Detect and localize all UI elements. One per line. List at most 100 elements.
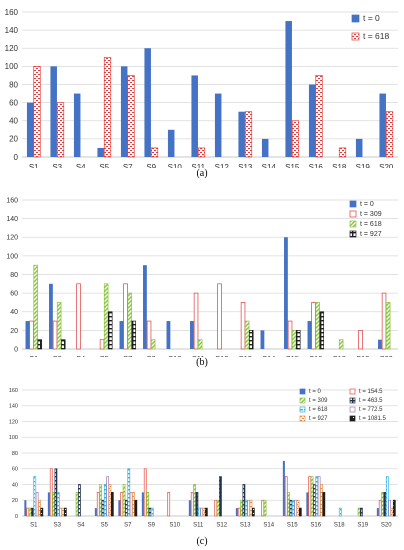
bar-s16-series-0 (308, 84, 316, 157)
bar-chart-a: 0 20 40 60 80 100 120 140 160 S1 S3 S4 S5 S7 S9 S10 S11 S… (5, 8, 398, 168)
bar-s1-series-1 (33, 66, 41, 158)
bar-s13-series-6 (249, 499, 253, 517)
y-tick-label: 20 (10, 328, 18, 335)
bar-s10-series-0 (166, 321, 171, 349)
legend-label: t = 0 (363, 13, 380, 23)
bar-s18-series-4 (338, 507, 342, 517)
bar-s5-series-7 (110, 492, 114, 517)
legend-swatch (299, 397, 306, 404)
bar-s1-series-2 (33, 264, 38, 350)
bar-s13-series-3 (249, 330, 254, 350)
y-tick-label: 40 (12, 482, 18, 488)
x-tick-label: S1 (29, 163, 39, 168)
bar-s14-series-2 (263, 499, 267, 517)
bar-s12-series-2 (216, 499, 220, 517)
bar-s20-series-7 (392, 499, 396, 517)
bar-s1-series-0 (26, 102, 34, 157)
legend-swatch (299, 415, 306, 422)
legend-swatch (299, 388, 306, 395)
bar-s3-series-7 (63, 507, 67, 517)
bar-s3-series-4 (56, 492, 60, 517)
bar-s16-series-2 (315, 302, 320, 350)
chart-panel-a: 0 20 40 60 80 100 120 140 160 S1 S3 S4 S5 S7 S9 S10 S11 S… (0, 0, 404, 184)
bar-s15-series-4 (291, 499, 295, 517)
bar-s7-series-2 (127, 292, 132, 350)
caption-a: (a) (196, 168, 208, 179)
x-tick-label: S5 (99, 163, 109, 168)
legend-label: t = 154.5 (359, 389, 383, 395)
bar-s1-series-2 (28, 507, 32, 517)
bar-s5-series-0 (94, 508, 97, 516)
bar-s15-series-6 (296, 499, 300, 517)
x-tick-label: S20 (379, 163, 394, 168)
legend-label: t = 309 (360, 211, 382, 218)
bar-s13-series-0 (238, 111, 245, 157)
bar-s11-series-7 (204, 507, 208, 517)
legend-label: t = 927 (309, 416, 328, 422)
bar-s7-series-1 (120, 492, 124, 517)
bar-s16-series-1 (311, 302, 316, 350)
bar-s7-series-6 (132, 492, 135, 517)
bar-s5-series-2 (99, 484, 102, 517)
y-tick-label: 0 (14, 346, 18, 353)
bar-s9-series-1 (150, 147, 159, 158)
x-tick-label: S5 (101, 523, 109, 529)
legend-label: t = 1081.5 (359, 416, 387, 422)
y-tick-label: 80 (9, 80, 18, 89)
bar-s16-series-7 (322, 492, 326, 517)
legend-label: t = 618 (309, 407, 328, 413)
bar-s4-series-3 (78, 484, 81, 517)
bar-s5-series-4 (103, 484, 107, 517)
y-tick-label: 100 (6, 253, 18, 260)
bar-s1-series-0 (24, 500, 27, 516)
y-tick-label: 160 (9, 388, 18, 394)
bar-s20-series-0 (376, 508, 379, 516)
bar-s20-series-1 (381, 292, 387, 350)
y-tick-label: 140 (5, 26, 19, 35)
bar-s18-series-1 (338, 147, 347, 158)
bar-s5-series-3 (108, 311, 113, 350)
y-tick-label: 40 (10, 309, 18, 316)
x-tick-label: S20 (381, 523, 392, 529)
x-tick-label: S4 (76, 354, 85, 357)
bar-s13-series-0 (235, 508, 238, 516)
chart-panel-c: 0 20 40 60 80 100 120 140 160 S1 S3 S4 S5 S7 S9 S10 S11 S… (0, 380, 404, 550)
bar-s3-series-5 (59, 507, 62, 517)
bar-chart-b: 0 20 40 60 80 100 120 140 160 S1 S3 S4 S5 S7 S9 S10 S11 S… (6, 197, 398, 357)
bar-s16-series-1 (315, 75, 323, 158)
bar-s1-series-7 (40, 507, 44, 517)
bar-s16-series-6 (320, 484, 323, 517)
bar-s7-series-1 (127, 75, 135, 158)
y-tick-label: 160 (6, 197, 18, 204)
x-tick-label: S18 (332, 163, 347, 168)
x-tick-label: S19 (356, 354, 369, 357)
x-tick-label: S7 (123, 354, 132, 357)
bar-s9-series-1 (146, 320, 152, 350)
bar-s14-series-0 (261, 138, 269, 157)
bar-s11-series-2 (197, 339, 203, 350)
x-tick-label: S9 (148, 523, 156, 529)
bar-s11-series-4 (197, 507, 201, 517)
bar-s11-series-0 (190, 321, 194, 349)
bar-s5-series-2 (103, 283, 109, 350)
bar-s20-series-6 (390, 507, 394, 517)
x-tick-label: S4 (76, 163, 86, 168)
x-tick-label: S11 (192, 354, 205, 357)
y-tick-label: 60 (9, 98, 18, 107)
bar-s15-series-0 (284, 237, 288, 349)
x-tick-label: S14 (262, 163, 277, 168)
bar-s1-series-1 (29, 320, 34, 350)
bar-s15-series-7 (298, 507, 302, 517)
bar-s5-series-1 (103, 56, 112, 158)
bar-s15-series-1 (284, 476, 288, 517)
bar-s9-series-2 (146, 492, 149, 517)
y-tick-label: 140 (6, 216, 18, 223)
bar-s7-series-2 (122, 484, 126, 517)
x-tick-label: S12 (215, 354, 228, 357)
x-tick-label: S9 (146, 163, 156, 168)
bar-s11-series-2 (193, 484, 196, 517)
bar-s1-series-3 (37, 339, 43, 350)
legend-swatch (351, 14, 360, 23)
bar-s3-series-0 (49, 283, 53, 349)
bar-s7-series-7 (134, 499, 138, 517)
